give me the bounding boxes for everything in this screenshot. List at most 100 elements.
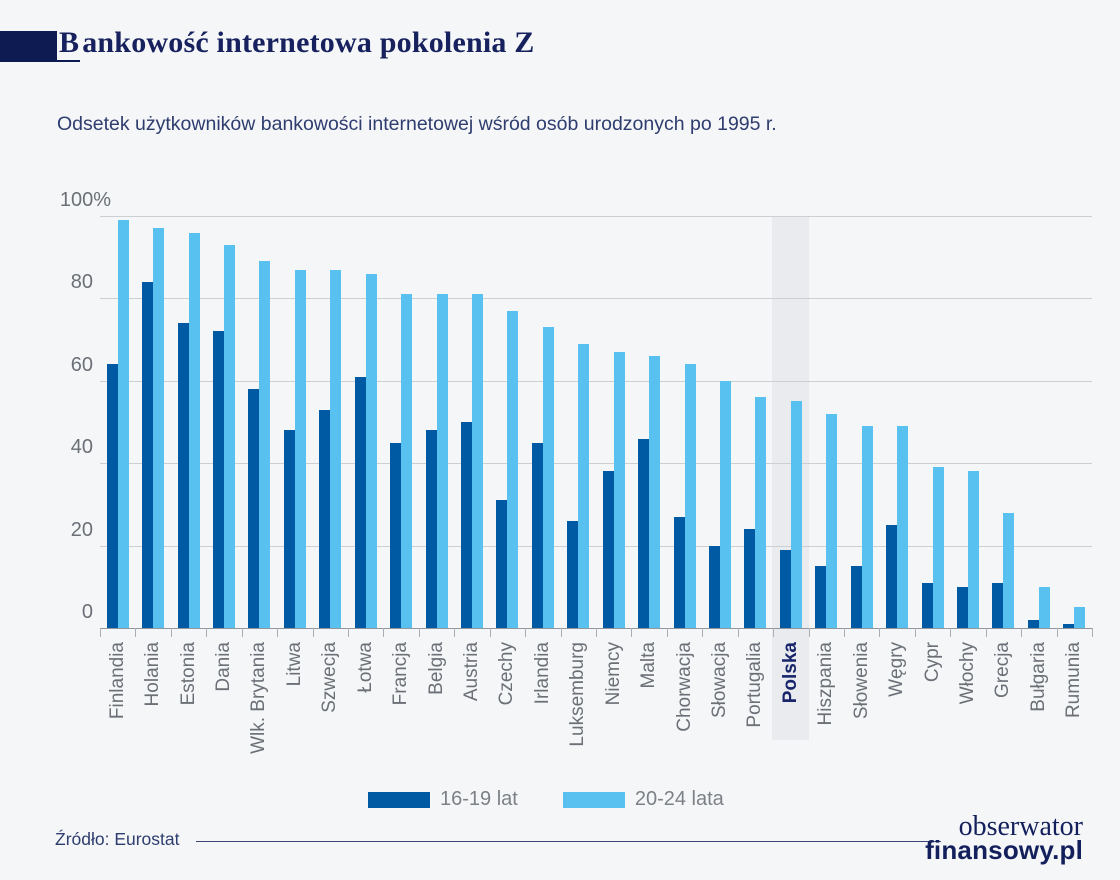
x-axis-label-hiszpania: Hiszpania (815, 642, 837, 726)
axis-tick (418, 628, 420, 637)
bar-20-24-lata-wlk-brytania (259, 261, 271, 628)
bar-16-19-lat-belgia (425, 430, 437, 628)
axis-tick (560, 628, 562, 637)
gridline (100, 545, 1092, 547)
bar-16-19-lat-słowacja (709, 545, 720, 628)
x-axis-label-francja: Francja (390, 642, 412, 706)
chart-subtitle: Odsetek użytkowników bankowości internet… (57, 113, 777, 135)
axis-tick (844, 628, 845, 637)
gridline (100, 380, 1092, 382)
bar-20-24-lata-portugalia (755, 397, 767, 628)
bar-20-24-lata-rumunia (1074, 607, 1086, 628)
y-axis-label: 20 (70, 518, 93, 541)
bar-20-24-lata-dania (224, 244, 235, 628)
x-axis-label-holania: Holania (142, 642, 164, 707)
gridline (100, 298, 1092, 300)
bar-16-19-lat-grecja (992, 582, 1004, 628)
x-axis-label-czechy: Czechy (496, 642, 518, 706)
y-axis-label: 0 (81, 601, 93, 623)
bar-16-19-lat-luksemburg (567, 520, 579, 628)
x-axis-label-irlandia: Irlandia (531, 642, 553, 705)
bar-20-24-lata-austria (472, 294, 483, 628)
bar-16-19-lat-estonia (177, 323, 189, 628)
x-axis-label-malta: Malta (638, 642, 660, 689)
y-axis-label: 60 (70, 353, 93, 376)
x-axis-label-estonia: Estonia (177, 642, 199, 706)
x-axis-label-rumunia: Rumunia (1063, 642, 1085, 719)
gridline (100, 216, 1092, 217)
bar-16-19-lat-finlandia (106, 364, 118, 628)
bar-20-24-lata-finlandia (117, 220, 129, 628)
x-axis-label-belgia: Belgia (425, 642, 447, 695)
bar-16-19-lat-cypr (921, 582, 933, 628)
bar-20-24-lata-belgia (436, 294, 448, 628)
axis-tick (525, 628, 527, 637)
bar-16-19-lat-węgry (886, 525, 898, 628)
axis-tick (914, 628, 916, 637)
source-label: Źródło: Eurostat (55, 829, 180, 849)
axis-tick (1092, 628, 1093, 637)
y-axis-label: 40 (70, 436, 93, 459)
x-axis-label-słowacja: Słowacja (709, 642, 730, 719)
x-axis-label-niemcy: Niemcy (602, 642, 624, 706)
bar-chart-plot-area: 100% 80 60 40 20 0 (60, 189, 1093, 637)
bar-16-19-lat-chorwacja (673, 516, 685, 628)
bar-20-24-lata-słowacja (720, 380, 731, 628)
y-axis-label: 100% (59, 189, 111, 211)
bar-16-19-lat-francja (390, 442, 402, 628)
bar-20-24-lata-słowenia (861, 426, 873, 628)
bar-16-19-lat-holania (142, 281, 154, 628)
x-axis-label-szwecja: Szwecja (319, 642, 341, 713)
x-axis-label-włochy: Włochy (957, 642, 978, 705)
bar-20-24-lata-włochy (968, 471, 979, 628)
axis-tick (348, 628, 349, 637)
axis-tick (454, 628, 456, 637)
y-axis-label: 80 (70, 271, 93, 294)
chart-legend: 16-19 lat 20-24 lata (368, 788, 724, 811)
bar-16-19-lat-rumunia (1063, 623, 1075, 628)
bar-20-24-lata-estonia (188, 232, 200, 628)
bar-16-19-lat-niemcy (602, 471, 614, 628)
bar-16-19-lat-szwecja (319, 409, 331, 628)
bar-20-24-lata-grecja (1003, 512, 1015, 628)
axis-tick (666, 628, 668, 637)
bar-20-24-lata-niemcy (613, 352, 625, 628)
x-axis-label-portugalia: Portugalia (744, 642, 766, 728)
axis-tick (1021, 628, 1023, 637)
logo-line-finansowy-pl: finansowy.pl (925, 835, 1083, 865)
legend-label-20-24-lata: 20-24 lata (634, 788, 724, 810)
bar-16-19-lat-słowenia (850, 566, 862, 628)
bar-20-24-lata-cypr (932, 467, 944, 628)
legend-label-16-19-lat: 16-19 lat (440, 788, 518, 810)
bar-16-19-lat-litwa (283, 430, 295, 628)
axis-tick (985, 628, 987, 637)
bar-16-19-lat-polska (779, 549, 791, 628)
x-axis-label-grecja: Grecja (992, 642, 1014, 698)
x-axis-label-słowenia: Słowenia (850, 642, 872, 720)
bar-16-19-lat-włochy (957, 586, 968, 628)
bar-20-24-lata-łotwa (365, 273, 377, 628)
bar-20-24-lata-bułgaria (1038, 586, 1050, 628)
x-axis-label-węgry: Węgry (886, 642, 908, 697)
bar-20-24-lata-hiszpania (826, 413, 838, 628)
gridline (100, 463, 1092, 465)
axis-tick (737, 628, 739, 637)
axis-tick (277, 628, 279, 637)
x-axis-label-luksemburg: Luksemburg (567, 642, 589, 747)
x-axis-label-bułgaria: Bułgaria (1027, 642, 1049, 712)
bar-16-19-lat-czechy (496, 500, 508, 628)
x-axis-label-litwa: Litwa (283, 642, 305, 687)
bar-16-19-lat-malta (638, 438, 650, 628)
bar-20-24-lata-węgry (897, 426, 909, 628)
axis-tick (100, 628, 101, 637)
x-axis-label-łotwa: Łotwa (354, 642, 376, 693)
title-accent-box (0, 31, 80, 62)
bar-20-24-lata-francja (401, 294, 413, 628)
x-axis-label-wlk-brytania: Wlk. Brytania (248, 642, 270, 754)
axis-tick (808, 628, 810, 637)
axis-tick (241, 628, 243, 637)
footer-divider (196, 841, 941, 842)
bar-16-19-lat-austria (461, 422, 472, 628)
logo-line-obserwator: obserwator (958, 811, 1083, 842)
legend-swatch-16-19-lat (368, 791, 430, 808)
